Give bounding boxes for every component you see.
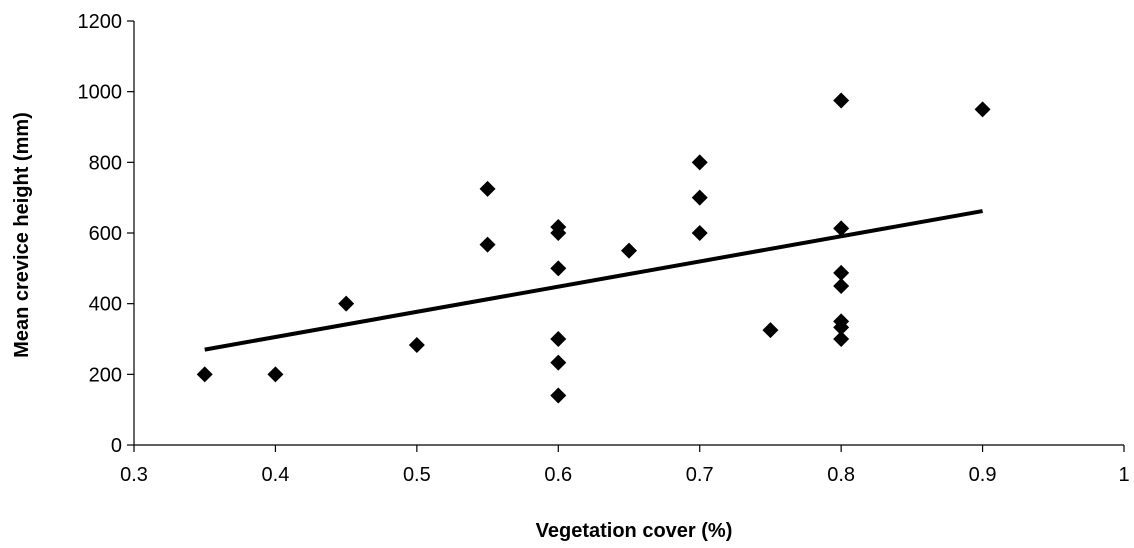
y-tick-label: 400 [89,294,122,316]
data-point [267,366,284,383]
x-tick-label: 0.9 [969,464,997,486]
y-axis-title: Mean crevice height (mm) [11,112,33,358]
x-tick-label: 1 [1118,464,1129,486]
data-point [833,319,850,336]
y-tick-label: 1200 [78,11,123,33]
x-tick-label: 0.6 [544,464,572,486]
x-tick-label: 0.8 [827,464,855,486]
data-point [833,92,850,109]
data-point [974,101,991,118]
tick-labels: 0.3 0.4 0.5 0.6 0.7 0.8 0.9 1 0 200 400 600 800 1000 1… [78,11,1130,486]
data-point [550,354,567,371]
x-tick-label: 0.5 [403,464,431,486]
x-tick-label: 0.4 [262,464,290,486]
data-points [196,92,991,404]
data-point [762,322,779,339]
data-point [550,331,567,347]
data-point [691,225,708,241]
y-tick-label: 200 [89,364,122,386]
data-point [833,278,850,294]
data-point [691,154,708,171]
y-tick-label: 1000 [78,82,123,104]
x-tick-label: 0.7 [686,464,714,486]
data-point [196,366,213,383]
data-point [550,387,567,404]
data-point [338,295,355,312]
y-tick-label: 600 [89,223,122,245]
data-point [691,189,708,206]
data-point [550,260,567,277]
data-point [479,180,496,197]
trendline-layer [204,209,983,352]
data-point [833,220,850,237]
data-point [479,236,496,253]
x-axis-title: Vegetation cover (%) [536,520,733,542]
trendline [204,209,983,352]
y-tick-label: 800 [89,152,122,174]
axes [127,20,1125,452]
data-point [550,225,567,241]
y-tick-label: 0 [111,435,122,457]
data-point [621,242,637,259]
data-point [408,337,425,354]
data-point [833,331,850,347]
x-tick-label: 0.3 [120,464,148,486]
data-point [833,264,850,281]
